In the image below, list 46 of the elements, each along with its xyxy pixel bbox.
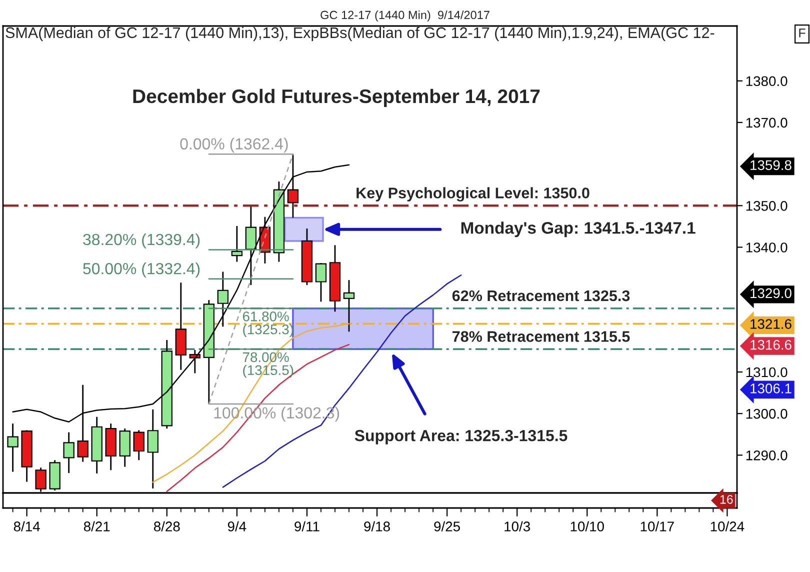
y2-tick-label: 1321.6 [750,319,792,329]
ref-line-label: 78% Retracement 1315.5 [452,331,630,342]
y-tick-label: 1290.0 [746,450,788,460]
y-tick-label: 1380.0 [746,76,788,86]
chart-title: GC 12-17 (1440 Min) 9/14/2017 [320,10,490,22]
candlestick [231,225,243,262]
band-label: Monday's Gap: 1341.5.-1347.1 [461,222,696,238]
y2-tick-label: 1329.0 [750,288,792,298]
x-tick-label: 8/14 [14,521,40,532]
x-tick-label: 10/10 [570,521,604,532]
candlestick [7,422,18,472]
y-tick-label: 1340.0 [746,242,788,252]
x-tick-label: 9/25 [434,521,460,532]
band-label: Support Area: 1325.3-1315.5 [354,430,568,444]
y2-tick-label: 1359.8 [750,160,792,170]
x-tick-label: 9/18 [364,521,390,532]
chart-subtitle: SMA(Median of GC 12-17 (1440 Min),13), ExpBBs(Median of GC 12-17 (1440 Min),1.9,24), EMA(GC 12- [6,26,714,42]
candlestick [217,271,229,328]
annotation: December Gold Futures-September 14, 2017 [133,88,540,107]
candlestick [133,430,144,461]
candlestick [343,279,355,332]
x-tick-label: 8/21 [84,521,110,532]
x-tick-label: 9/11 [294,521,320,532]
x-tick-label: 10/3 [504,521,530,532]
line-series [166,344,350,492]
text: 16 [720,495,733,504]
series-label: 38.20% (1339.4) [83,233,200,248]
y2-tick-label: 1316.6 [750,340,792,350]
y-tick-label: 1350.0 [746,200,788,211]
candlestick [245,206,257,286]
candlestick [147,408,158,490]
x-tick-label: 9/4 [228,521,246,532]
text: F [799,28,806,38]
series-label: 50.00% (1332.4) [83,262,200,278]
candlestick [63,432,74,474]
x-tick-label: 10/17 [640,521,674,532]
x-tick-label: 8/28 [154,521,180,532]
y-tick-label: 1310.0 [746,367,788,378]
x-tick-label: 10/24 [710,521,744,532]
candlestick [315,262,327,302]
y-tick-label: 1300.0 [746,408,788,419]
ref-line-label: 62% Retracement 1325.3 [452,290,630,302]
ref-line-label: Key Psychological Level: 1350.0 [356,187,590,202]
series-label: 0.00% (1362.4) [180,138,288,153]
y-tick-label: 1370.0 [746,118,788,128]
y2-tick-label: 1306.1 [750,384,792,394]
